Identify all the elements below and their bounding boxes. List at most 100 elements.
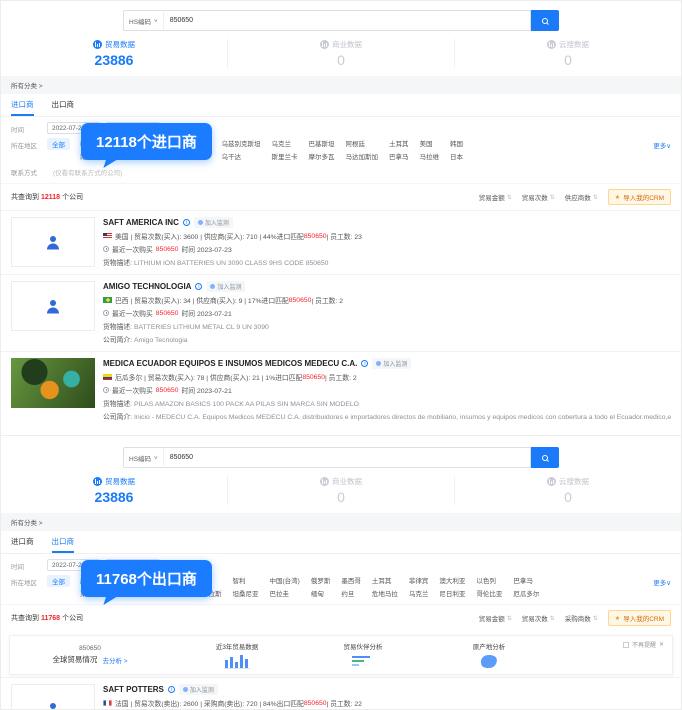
country-item[interactable]: 土耳其: [371, 578, 392, 585]
country-item[interactable]: 巴拿马: [389, 154, 409, 161]
company-list: SAFT AMERICA INC 加入监测 美国 | 贸易次数(买入): 360…: [1, 210, 681, 428]
country-item[interactable]: 乌兹别克斯坦: [221, 141, 261, 148]
monitor-icon: [182, 687, 188, 692]
monitor-tag[interactable]: 加入监测: [178, 684, 218, 695]
info-icon[interactable]: [167, 686, 175, 693]
hs-code: 850650: [288, 296, 312, 304]
company-name[interactable]: MEDICA ECUADOR EQUIPOS E INSUMOS MEDICOS…: [103, 359, 358, 368]
monitor-tag[interactable]: 加入监测: [206, 281, 246, 292]
stat-label: 商业数据: [332, 477, 362, 486]
country-item[interactable]: 乌克兰: [408, 591, 429, 598]
search-button[interactable]: [531, 10, 559, 31]
country-item[interactable]: 马拉维: [419, 154, 440, 161]
sort-link[interactable]: 采购商数: [565, 613, 598, 623]
sort-link[interactable]: 贸易次数: [522, 613, 555, 623]
country-item[interactable]: 以色列: [476, 578, 496, 585]
tab-cloud-data[interactable]: 云搜数据 0: [454, 39, 681, 68]
region-all-chip[interactable]: 全部: [47, 575, 70, 587]
region-label: 所在地区: [11, 143, 37, 150]
country-item[interactable]: 澳大利亚: [439, 578, 466, 585]
import-crm-button[interactable]: 导入我的CRM: [607, 189, 671, 205]
search-input[interactable]: [162, 10, 531, 31]
info-icon[interactable]: [361, 360, 369, 367]
country-item[interactable]: 韩国: [450, 141, 463, 148]
info-icon[interactable]: [195, 283, 203, 290]
country-item[interactable]: 斯里兰卡: [271, 154, 298, 161]
info-icon[interactable]: [182, 219, 190, 226]
search-button[interactable]: [531, 447, 559, 468]
country-item[interactable]: 厄瓜多尔: [513, 591, 540, 598]
clock-icon: [103, 310, 109, 316]
role-tabs: 进口商 出口商: [1, 94, 681, 117]
country-item[interactable]: 尼日利亚: [439, 591, 466, 598]
country-item[interactable]: 乌干达: [221, 154, 242, 161]
country-item[interactable]: 哥伦比亚: [476, 591, 503, 598]
tab-exporters[interactable]: 出口商: [51, 536, 74, 553]
breadcrumb[interactable]: 所有分类 >: [1, 513, 681, 531]
country-item[interactable]: 巴拉圭: [269, 591, 290, 598]
country-item[interactable]: 坦桑尼亚: [232, 591, 259, 598]
country-item[interactable]: 墨西哥: [341, 578, 361, 585]
country-item[interactable]: 智利: [232, 578, 246, 585]
company-name[interactable]: SAFT POTTERS: [103, 685, 164, 694]
filter-area: 时间 2022-07-28 2023-07-27 快捷选项 所在地区 全部 越南…: [1, 554, 681, 604]
crm-button-label: 导入我的CRM: [623, 195, 664, 202]
tab-importers[interactable]: 进口商: [11, 99, 34, 116]
tab-trade-data[interactable]: 贸易数据 23886: [1, 476, 227, 505]
company-card[interactable]: MEDICA ECUADOR EQUIPOS E INSUMOS MEDICOS…: [1, 351, 681, 428]
tab-exporters[interactable]: 出口商: [51, 100, 75, 109]
country-item[interactable]: 缅甸: [310, 591, 324, 598]
sort-link[interactable]: 供应商数: [565, 192, 598, 202]
sort-link[interactable]: 贸易金额: [479, 613, 512, 623]
intro-label: 公司简介:: [103, 337, 133, 344]
sort-area: 贸易金额 贸易次数 供应商数: [479, 192, 598, 202]
tab-importers[interactable]: 进口商: [11, 537, 34, 546]
country-item[interactable]: 巴基斯坦: [308, 141, 335, 148]
cloud-data-icon: [547, 477, 556, 486]
country-item[interactable]: 约旦: [341, 591, 355, 598]
country-item[interactable]: 美国: [419, 141, 433, 148]
company-intro: 公司简介: Amigo Tecnologia: [103, 334, 671, 344]
search-type-select[interactable]: HS编码 ∨: [123, 447, 163, 468]
breadcrumb[interactable]: 所有分类 >: [1, 76, 681, 94]
import-crm-button[interactable]: 导入我的CRM: [607, 610, 671, 626]
company-card[interactable]: SAFT AMERICA INC 加入监测 美国 | 贸易次数(买入): 360…: [1, 210, 681, 274]
country-item[interactable]: 马达加斯加: [345, 154, 379, 161]
tab-business-data[interactable]: 商业数据 0: [227, 39, 454, 68]
company-name[interactable]: SAFT AMERICA INC: [103, 218, 179, 227]
search-type-select[interactable]: HS编码 ∨: [123, 10, 163, 31]
close-icon[interactable]: [659, 641, 664, 648]
company-card[interactable]: SAFT POTTERS 加入监测 法国 | 贸易次数(卖出): 2600 | …: [1, 677, 681, 709]
more-link[interactable]: 更多∨: [653, 580, 671, 587]
company-card[interactable]: AMIGO TECHNOLOGIA 加入监测 巴西 | 贸易次数(买入): 34…: [1, 274, 681, 351]
more-link[interactable]: 更多∨: [653, 143, 671, 150]
monitor-tag[interactable]: 加入监测: [193, 217, 233, 228]
analyze-link[interactable]: 去分析 >: [102, 657, 128, 665]
country-item[interactable]: 巴拿马: [513, 578, 533, 585]
country-item[interactable]: 日本: [450, 154, 463, 161]
country-item[interactable]: 中国(台湾): [269, 578, 300, 585]
tab-business-data[interactable]: 商业数据 0: [227, 476, 454, 505]
hs-code: 850650: [155, 386, 179, 394]
tab-cloud-data[interactable]: 云搜数据 0: [454, 476, 681, 505]
region-all-chip[interactable]: 全部: [47, 138, 70, 150]
search-bar: HS编码 ∨: [1, 1, 681, 36]
dismiss-checkbox[interactable]: [622, 641, 629, 648]
country-item[interactable]: 乌克兰: [271, 141, 292, 148]
tab-trade-data[interactable]: 贸易数据 23886: [1, 39, 227, 68]
country-item[interactable]: 土耳其: [389, 141, 409, 148]
overview-card[interactable]: 近3年贸易数据: [194, 641, 280, 669]
overview-card[interactable]: 原产地分析: [446, 641, 532, 670]
monitor-tag[interactable]: 加入监测: [372, 358, 412, 369]
sort-link[interactable]: 贸易金额: [479, 192, 512, 202]
overview-card[interactable]: 贸易伙伴分析: [320, 641, 406, 669]
sort-link[interactable]: 贸易次数: [522, 192, 555, 202]
country-item[interactable]: 危地马拉: [371, 591, 398, 598]
stat-value: 0: [564, 52, 572, 68]
search-input[interactable]: [162, 447, 531, 468]
country-item[interactable]: 俄罗斯: [310, 578, 331, 585]
country-item[interactable]: 摩尔多瓦: [308, 154, 335, 161]
country-item[interactable]: 阿根廷: [345, 141, 366, 148]
company-name[interactable]: AMIGO TECHNOLOGIA: [103, 282, 192, 291]
country-item[interactable]: 菲律宾: [408, 578, 429, 585]
